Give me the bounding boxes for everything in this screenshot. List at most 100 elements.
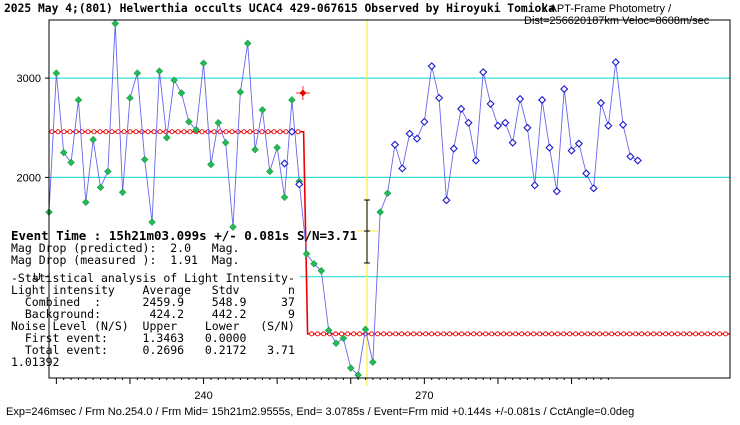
model-marker (61, 129, 67, 135)
model-marker (265, 129, 271, 135)
data-point (412, 134, 422, 143)
data-point (266, 167, 274, 176)
model-marker (115, 129, 121, 135)
mag-drop-measured: Mag Drop (measured ): 1.91 Mag. (11, 253, 240, 267)
chart-subtitle-right: / APT-Frame Photometry / (544, 3, 672, 15)
model-marker (91, 129, 97, 135)
model-marker (423, 331, 429, 337)
model-marker (85, 129, 91, 135)
model-marker (471, 331, 477, 337)
model-marker (639, 331, 645, 337)
model-marker (97, 129, 103, 135)
data-point (619, 120, 628, 129)
model-marker (717, 331, 723, 337)
axes-layer: U 2000 3000 240 270 (17, 19, 731, 402)
extra-value: 1.01392 (11, 355, 60, 369)
data-point (199, 59, 208, 67)
model-marker (211, 129, 217, 135)
model-marker (393, 331, 399, 337)
model-marker (573, 331, 579, 337)
data-point (486, 99, 495, 108)
x-tick-label: 240 (194, 390, 212, 402)
data-point (405, 129, 414, 138)
data-point (155, 67, 164, 75)
model-marker (315, 331, 321, 337)
data-point (324, 326, 333, 335)
model-marker (705, 331, 711, 337)
mag-drop-predicted: Mag Drop (predicted): 2.0 Mag. (11, 241, 240, 255)
model-marker (435, 331, 441, 337)
data-point (96, 183, 105, 192)
model-marker (309, 331, 315, 337)
model-marker (387, 331, 393, 337)
model-marker (627, 331, 633, 337)
model-marker (333, 331, 339, 337)
model-marker (645, 331, 651, 337)
data-point (611, 58, 620, 67)
footer-info: Exp=246msec / Frm No.254.0 / Frm Mid= 15… (6, 406, 635, 418)
model-marker (271, 129, 277, 135)
model-marker (651, 331, 657, 337)
model-marker (603, 331, 609, 337)
y-tick-label: 3000 (17, 73, 41, 85)
chart-title: 2025 May 4;(801) Helwerthia occults UCAC… (4, 2, 555, 15)
model-marker (519, 331, 525, 337)
model-marker (531, 331, 537, 337)
data-point (133, 69, 142, 77)
model-marker (669, 331, 675, 337)
data-point (288, 96, 296, 104)
model-marker (687, 331, 693, 337)
model-marker (489, 331, 495, 337)
data-point (390, 140, 399, 149)
data-point (126, 94, 134, 102)
model-marker (621, 331, 627, 337)
model-marker (357, 331, 363, 337)
model-marker (585, 331, 591, 337)
model-marker (429, 331, 435, 337)
data-point (221, 138, 230, 147)
data-point (457, 104, 466, 113)
data-point (163, 133, 171, 142)
model-marker (187, 129, 193, 135)
event-time-text: Event Time : 15h21m03.099s +/- 0.081s S/… (11, 228, 358, 243)
model-marker (283, 129, 289, 135)
data-point (361, 325, 370, 334)
data-point (369, 358, 377, 366)
model-marker (417, 331, 423, 337)
y-tick-label: 2000 (17, 172, 41, 184)
model-marker (459, 331, 465, 337)
chart-subtitle-right2: Dist=256620187km Veloc=8608m/sec (524, 15, 710, 27)
model-marker (441, 331, 447, 337)
data-point (604, 121, 613, 130)
stat-header: Light intensity Average Stdv n (11, 283, 295, 297)
model-marker (67, 129, 73, 135)
noise-total: Total event: 0.2696 0.2172 3.71 (11, 343, 295, 357)
model-marker (223, 129, 229, 135)
data-point (214, 119, 223, 127)
stat-title: -Statistical analysis of Light Intensity… (11, 271, 295, 285)
data-point (89, 135, 97, 144)
data-point (82, 198, 90, 206)
data-point (74, 96, 83, 104)
data-point (589, 184, 598, 193)
model-marker (597, 331, 603, 337)
model-marker (339, 331, 345, 337)
model-marker (151, 129, 157, 135)
data-point (280, 159, 289, 168)
model-marker (501, 331, 507, 337)
model-marker (465, 331, 471, 337)
data-point (295, 180, 304, 189)
model-marker (351, 331, 357, 337)
model-marker (259, 129, 265, 135)
data-point (185, 118, 193, 126)
model-marker (145, 129, 151, 135)
model-marker (277, 129, 283, 135)
model-marker (537, 331, 543, 337)
model-marker (657, 331, 663, 337)
data-point (177, 89, 186, 97)
model-marker (121, 129, 127, 135)
model-marker (513, 331, 519, 337)
model-marker (381, 331, 387, 337)
model-marker (103, 129, 109, 135)
